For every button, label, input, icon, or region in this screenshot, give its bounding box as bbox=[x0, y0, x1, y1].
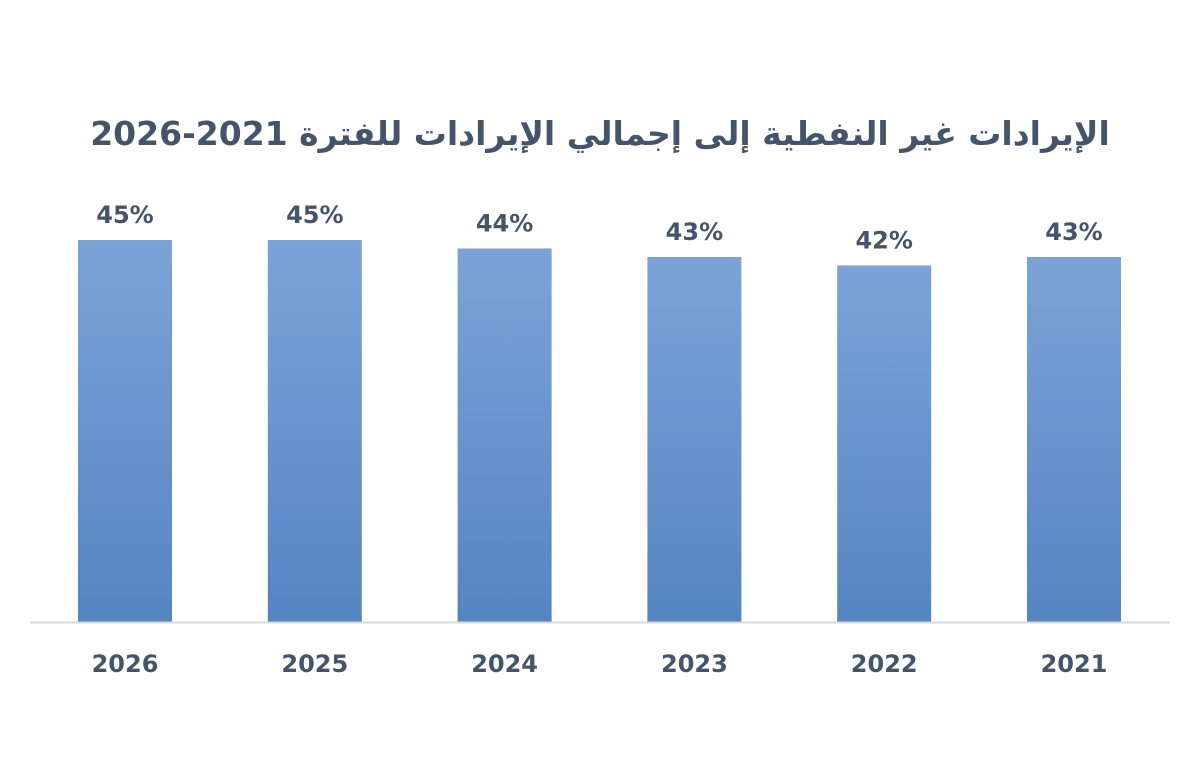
bar-2023 bbox=[647, 256, 742, 622]
x-tick-label-2025: 2025 bbox=[281, 650, 348, 678]
chart-title: الإيرادات غير النفطية إلى إجمالي الإيراد… bbox=[90, 114, 1110, 153]
bar-2025 bbox=[267, 240, 362, 622]
bar-2021 bbox=[1027, 256, 1121, 622]
data-label-2025: 45% bbox=[286, 201, 343, 229]
x-tick-label-2026: 2026 bbox=[92, 650, 159, 678]
x-tick-label-2024: 2024 bbox=[471, 650, 538, 678]
data-label-2024: 44% bbox=[476, 209, 533, 237]
x-tick-label-2023: 2023 bbox=[661, 650, 728, 678]
data-label-2022: 42% bbox=[855, 226, 912, 254]
bar-2022 bbox=[837, 265, 932, 622]
x-tick-label-2021: 2021 bbox=[1041, 650, 1108, 678]
bar-2024 bbox=[457, 248, 552, 622]
data-label-2026: 45% bbox=[96, 201, 153, 229]
data-label-2021: 43% bbox=[1045, 218, 1102, 246]
x-tick-label-2022: 2022 bbox=[851, 650, 918, 678]
data-label-2023: 43% bbox=[666, 218, 723, 246]
bar-2026 bbox=[78, 240, 172, 622]
